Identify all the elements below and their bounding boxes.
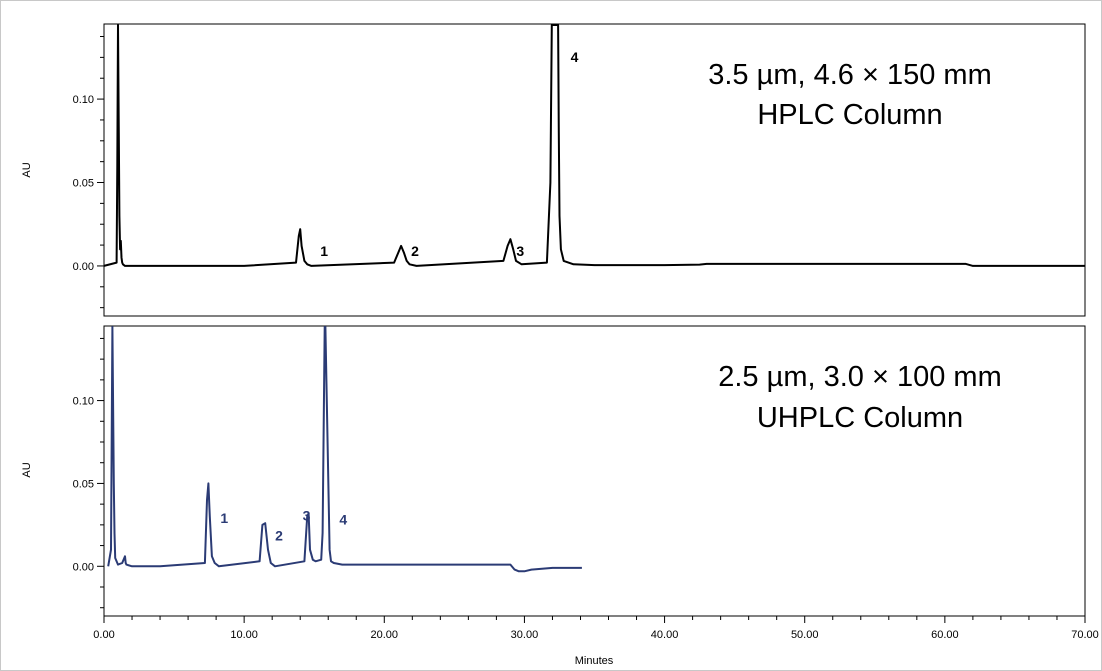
x-tick-label: 40.00 — [651, 629, 679, 641]
hplc-peak-label: 2 — [411, 243, 419, 259]
hplc-peak-label: 4 — [571, 49, 579, 65]
uhplc-peak-labels: 1 2 3 4 — [220, 508, 347, 544]
uhplc-peak-label: 2 — [275, 527, 283, 543]
x-tick-label: 60.00 — [931, 629, 959, 641]
uhplc-xlabel: Minutes — [575, 655, 614, 667]
hplc-title-line-1: 3.5 µm, 4.6 × 150 mm — [708, 59, 991, 91]
hplc-series-line — [103, 24, 1085, 267]
uhplc-trace — [107, 326, 582, 573]
y-tick-label: 0.05 — [73, 178, 94, 190]
x-tick-label: 30.00 — [511, 629, 539, 641]
uhplc-plot-area — [103, 325, 1086, 617]
uhplc-peak-label: 1 — [220, 510, 228, 526]
uhplc-title-line-2: UHPLC Column — [757, 402, 963, 434]
uhplc-y-axis: 0.00 0.05 0.10 — [73, 337, 104, 609]
hplc-ylabel: AU — [21, 162, 33, 177]
x-tick-label: 10.00 — [230, 629, 258, 641]
y-tick-label: 0.10 — [73, 94, 94, 106]
hplc-title-line-2: HPLC Column — [757, 99, 942, 131]
y-tick-label: 0.00 — [73, 261, 94, 273]
uhplc-panel: 0.00 0.05 0.10 0.00 10.00 20.00 30.00 40.00 50.… — [21, 325, 1099, 667]
uhplc-peak-label: 4 — [339, 512, 347, 528]
y-tick-label: 0.00 — [73, 561, 94, 573]
x-tick-label: 70.00 — [1071, 629, 1099, 641]
hplc-trace — [103, 24, 1085, 267]
hplc-panel: 0.00 0.05 0.10 AU 1 2 3 4 3.5 µm, 4.6 × 150 m… — [21, 23, 1086, 317]
y-tick-label: 0.05 — [73, 478, 94, 490]
uhplc-title-line-1: 2.5 µm, 3.0 × 100 mm — [718, 361, 1001, 393]
hplc-peak-label: 3 — [516, 243, 524, 259]
x-tick-label: 50.00 — [791, 629, 819, 641]
hplc-peak-labels: 1 2 3 4 — [320, 49, 578, 259]
hplc-y-axis: 0.00 0.05 0.10 — [73, 36, 104, 309]
hplc-plot-area — [103, 23, 1086, 317]
hplc-peak-label: 1 — [320, 243, 328, 259]
y-tick-label: 0.10 — [73, 396, 94, 408]
uhplc-x-axis: 0.00 10.00 20.00 30.00 40.00 50.00 60.00 70.00 — [93, 616, 1099, 641]
uhplc-series-line — [107, 326, 582, 573]
uhplc-peak-label: 3 — [303, 508, 311, 524]
uhplc-ylabel: AU — [21, 462, 33, 477]
x-tick-label: 20.00 — [371, 629, 399, 641]
x-tick-label: 0.00 — [93, 629, 114, 641]
